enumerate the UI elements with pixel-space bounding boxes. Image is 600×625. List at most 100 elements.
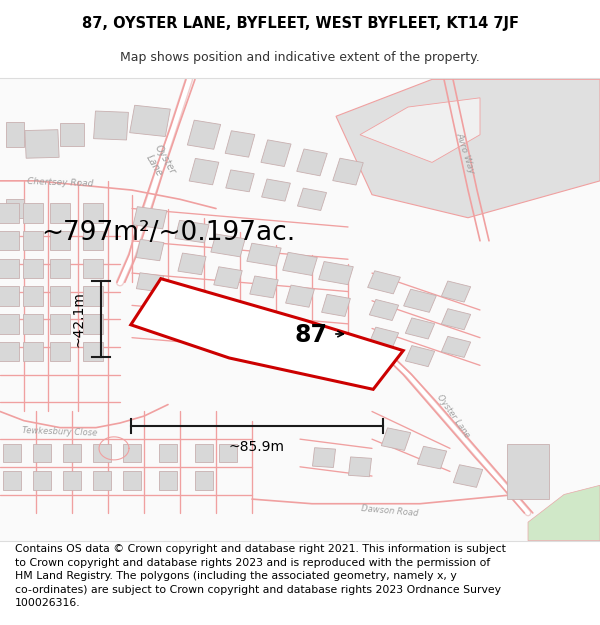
Polygon shape — [247, 243, 281, 266]
Text: 87, OYSTER LANE, BYFLEET, WEST BYFLEET, KT14 7JF: 87, OYSTER LANE, BYFLEET, WEST BYFLEET, … — [82, 16, 518, 31]
Polygon shape — [23, 314, 43, 334]
Polygon shape — [214, 300, 242, 320]
Polygon shape — [6, 199, 24, 217]
Polygon shape — [50, 342, 70, 361]
Polygon shape — [3, 444, 21, 462]
Polygon shape — [211, 234, 245, 257]
Polygon shape — [175, 221, 209, 243]
Polygon shape — [226, 170, 254, 192]
Polygon shape — [286, 285, 314, 308]
Polygon shape — [187, 120, 221, 149]
Polygon shape — [454, 465, 482, 488]
Polygon shape — [333, 158, 363, 185]
Polygon shape — [136, 272, 164, 292]
Polygon shape — [83, 314, 103, 334]
Polygon shape — [23, 231, 43, 251]
Polygon shape — [123, 471, 141, 490]
Polygon shape — [94, 111, 128, 140]
Polygon shape — [283, 253, 317, 276]
Polygon shape — [50, 231, 70, 251]
Polygon shape — [225, 131, 255, 157]
Polygon shape — [442, 281, 470, 302]
Polygon shape — [298, 188, 326, 211]
Polygon shape — [63, 444, 81, 462]
Text: Avro Way: Avro Way — [454, 131, 476, 175]
Text: Map shows position and indicative extent of the property.: Map shows position and indicative extent… — [120, 51, 480, 64]
Polygon shape — [136, 239, 164, 261]
Polygon shape — [131, 279, 403, 389]
Polygon shape — [370, 327, 398, 348]
Polygon shape — [368, 271, 400, 294]
Polygon shape — [83, 204, 103, 223]
Polygon shape — [93, 444, 111, 462]
Polygon shape — [360, 98, 480, 162]
Polygon shape — [83, 259, 103, 278]
Polygon shape — [406, 318, 434, 339]
Polygon shape — [83, 231, 103, 251]
Polygon shape — [336, 79, 600, 217]
Polygon shape — [23, 286, 43, 306]
Polygon shape — [50, 259, 70, 278]
Polygon shape — [297, 149, 327, 176]
Text: 87: 87 — [295, 323, 328, 348]
Polygon shape — [250, 309, 278, 329]
Text: Tewkesbury Close: Tewkesbury Close — [22, 426, 98, 438]
Polygon shape — [23, 204, 43, 223]
Polygon shape — [133, 207, 167, 229]
Polygon shape — [83, 286, 103, 306]
Polygon shape — [528, 485, 600, 541]
Polygon shape — [349, 457, 371, 477]
Text: Contains OS data © Crown copyright and database right 2021. This information is : Contains OS data © Crown copyright and d… — [15, 544, 506, 609]
Polygon shape — [313, 448, 335, 468]
Polygon shape — [219, 444, 237, 462]
Polygon shape — [0, 342, 19, 361]
Polygon shape — [195, 471, 213, 490]
Polygon shape — [404, 289, 436, 312]
Polygon shape — [319, 261, 353, 284]
Polygon shape — [60, 123, 84, 146]
Polygon shape — [250, 276, 278, 298]
Text: Oyster
Lane: Oyster Lane — [142, 143, 177, 182]
Polygon shape — [130, 105, 170, 136]
Polygon shape — [0, 314, 19, 334]
Polygon shape — [0, 204, 19, 223]
Text: ~42.1m: ~42.1m — [72, 291, 86, 347]
Polygon shape — [214, 267, 242, 289]
Polygon shape — [382, 428, 410, 451]
Polygon shape — [370, 299, 398, 321]
Polygon shape — [25, 129, 59, 158]
Text: Dawson Road: Dawson Road — [361, 504, 419, 518]
Polygon shape — [418, 446, 446, 469]
Polygon shape — [442, 309, 470, 330]
Polygon shape — [3, 471, 21, 490]
Text: Chertsey Road: Chertsey Road — [27, 177, 93, 189]
Polygon shape — [33, 471, 51, 490]
Polygon shape — [6, 122, 24, 148]
Polygon shape — [50, 286, 70, 306]
Polygon shape — [189, 158, 219, 185]
Polygon shape — [442, 336, 470, 357]
Polygon shape — [406, 346, 434, 367]
Polygon shape — [0, 286, 19, 306]
Polygon shape — [123, 444, 141, 462]
Polygon shape — [159, 444, 177, 462]
Polygon shape — [322, 294, 350, 316]
Text: ~797m²/~0.197ac.: ~797m²/~0.197ac. — [41, 219, 295, 246]
Polygon shape — [33, 444, 51, 462]
Polygon shape — [63, 471, 81, 490]
Polygon shape — [83, 342, 103, 361]
Polygon shape — [195, 444, 213, 462]
Polygon shape — [50, 314, 70, 334]
Polygon shape — [50, 204, 70, 223]
Polygon shape — [159, 471, 177, 490]
Polygon shape — [507, 444, 549, 499]
Polygon shape — [23, 342, 43, 361]
Polygon shape — [261, 140, 291, 166]
Polygon shape — [178, 253, 206, 275]
Polygon shape — [178, 286, 206, 306]
Polygon shape — [0, 231, 19, 251]
Polygon shape — [0, 259, 19, 278]
Polygon shape — [23, 259, 43, 278]
Text: ~85.9m: ~85.9m — [229, 440, 285, 454]
Text: Oyster Lane: Oyster Lane — [435, 392, 471, 439]
